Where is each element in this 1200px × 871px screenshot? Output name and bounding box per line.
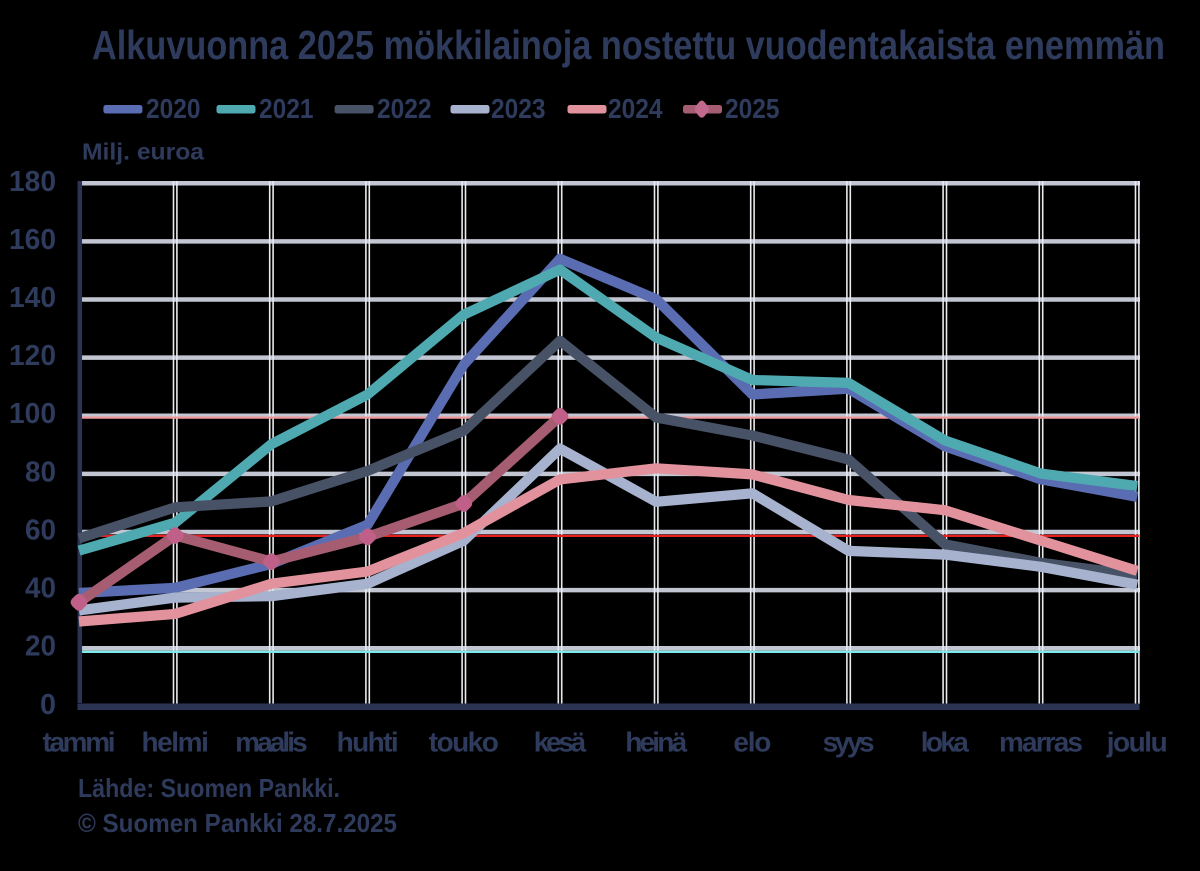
svg-text:20: 20: [25, 631, 56, 663]
svg-text:2024: 2024: [608, 93, 663, 124]
svg-text:140: 140: [9, 282, 56, 314]
svg-text:Lähde: Suomen Pankki.: Lähde: Suomen Pankki.: [78, 773, 340, 803]
svg-text:60: 60: [25, 515, 56, 547]
svg-text:40: 40: [25, 573, 56, 605]
svg-text:2022: 2022: [377, 93, 432, 124]
svg-text:120: 120: [9, 340, 56, 372]
svg-text:Milj. euroa: Milj. euroa: [82, 139, 204, 165]
svg-text:marras: marras: [999, 727, 1083, 758]
svg-text:helmi: helmi: [141, 727, 209, 758]
svg-text:© Suomen Pankki 28.7.2025: © Suomen Pankki 28.7.2025: [78, 808, 397, 838]
svg-text:2023: 2023: [491, 93, 546, 124]
svg-text:160: 160: [9, 224, 56, 256]
svg-text:Alkuvuonna 2025 mökkilainoja n: Alkuvuonna 2025 mökkilainoja nostettu vu…: [92, 22, 1165, 68]
svg-text:tammi: tammi: [43, 727, 116, 758]
svg-text:0: 0: [40, 689, 56, 721]
svg-text:80: 80: [25, 456, 56, 488]
svg-text:touko: touko: [429, 727, 499, 758]
svg-text:elo: elo: [733, 727, 771, 758]
svg-text:2020: 2020: [146, 93, 201, 124]
svg-text:huhti: huhti: [337, 727, 399, 758]
svg-text:joulu: joulu: [1106, 727, 1168, 758]
svg-text:2021: 2021: [259, 93, 314, 124]
svg-text:kesä: kesä: [534, 727, 587, 758]
svg-text:2025: 2025: [725, 93, 780, 124]
svg-text:syys: syys: [823, 727, 875, 758]
svg-text:heinä: heinä: [625, 727, 687, 758]
svg-text:maalis: maalis: [235, 727, 308, 758]
svg-text:100: 100: [9, 398, 56, 430]
svg-text:loka: loka: [921, 727, 969, 758]
svg-text:180: 180: [9, 166, 56, 198]
